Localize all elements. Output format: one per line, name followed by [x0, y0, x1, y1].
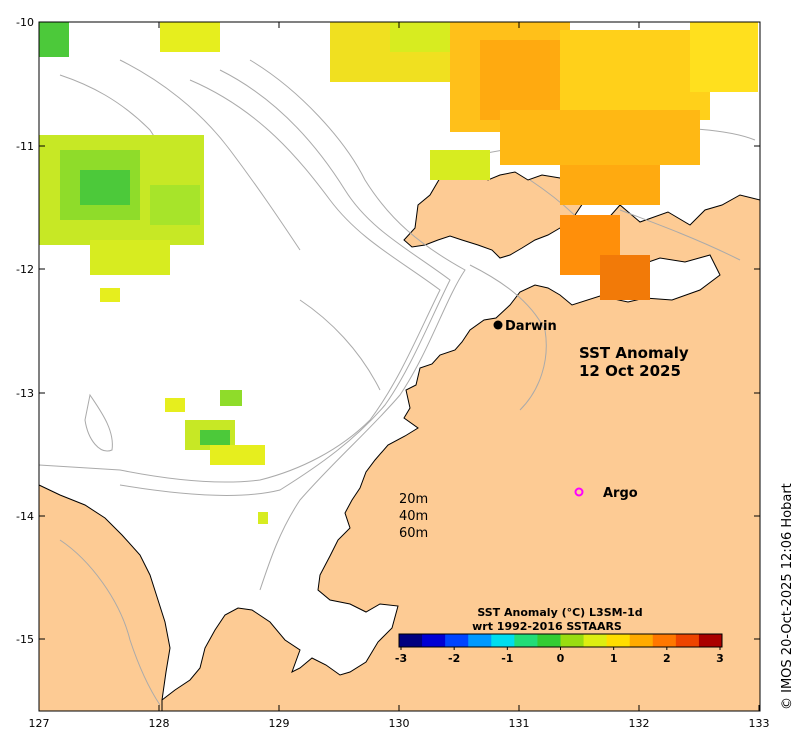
- argo-marker: [574, 487, 584, 497]
- colorbar-cell: [606, 634, 631, 647]
- y-tick-label: -13: [16, 387, 34, 400]
- x-tick-label: 130: [389, 717, 410, 730]
- argo-label: Argo: [603, 486, 638, 501]
- x-tick-label: 132: [629, 717, 650, 730]
- contour-legend: 20m 40m 60m: [399, 492, 428, 541]
- x-tick-label: 127: [29, 717, 50, 730]
- credit-text: © IMOS 20-Oct-2025 12:06 Hobart: [780, 483, 795, 710]
- colorbar-cell: [537, 634, 561, 647]
- land: [38, 164, 761, 712]
- x-axis-labels: 127 128 129 130 131 132 133: [29, 717, 770, 730]
- colorbar-cell: [698, 634, 723, 647]
- y-axis-labels: -10 -11 -12 -13 -14 -15: [16, 16, 34, 646]
- y-tick-label: -10: [16, 16, 34, 29]
- colorbar-subtitle: wrt 1992-2016 SSTAARS: [472, 620, 622, 633]
- west-land: [38, 484, 171, 712]
- colorbar-tick-label: 2: [663, 652, 671, 665]
- contour-40m-label: 40m: [399, 509, 428, 524]
- colorbar: SST Anomaly (°C) L3SM-1d wrt 1992-2016 S…: [395, 606, 724, 665]
- colorbar-gradient: [399, 634, 723, 647]
- map-date: 12 Oct 2025: [579, 362, 681, 380]
- colorbar-cell: [652, 634, 677, 647]
- x-tick-label: 133: [749, 717, 770, 730]
- colorbar-cell: [399, 634, 423, 647]
- contour-20m-label: 20m: [399, 492, 428, 507]
- map-title: SST Anomaly: [579, 344, 689, 362]
- x-tick-label: 131: [509, 717, 530, 730]
- colorbar-cell: [491, 634, 515, 647]
- y-tick-label: -12: [16, 263, 34, 276]
- colorbar-tick-label: 1: [610, 652, 618, 665]
- y-tick-label: -11: [16, 140, 34, 153]
- colorbar-cell: [422, 634, 446, 647]
- colorbar-cell: [445, 634, 469, 647]
- y-tick-label: -14: [16, 510, 34, 523]
- colorbar-tick-label: -3: [395, 652, 407, 665]
- colorbar-cell: [675, 634, 700, 647]
- x-tick-label: 128: [149, 717, 170, 730]
- sst-data-patches: [39, 22, 758, 524]
- colorbar-tick-label: 3: [716, 652, 724, 665]
- colorbar-cell: [583, 634, 608, 647]
- darwin-label: Darwin: [505, 319, 557, 334]
- darwin-marker: [493, 320, 503, 330]
- colorbar-cell: [468, 634, 492, 647]
- colorbar-cell: [514, 634, 538, 647]
- colorbar-ticks: -3 -2 -1 0 1 2 3: [395, 647, 724, 665]
- axis-ticks: [38, 22, 760, 711]
- colorbar-tick-label: -1: [501, 652, 513, 665]
- colorbar-cell: [629, 634, 654, 647]
- colorbar-cell: [560, 634, 585, 647]
- contour-60m-label: 60m: [399, 526, 428, 541]
- colorbar-title: SST Anomaly (°C) L3SM-1d: [477, 606, 642, 619]
- colorbar-tick-label: -2: [448, 652, 460, 665]
- colorbar-tick-label: 0: [557, 652, 565, 665]
- x-tick-label: 129: [269, 717, 290, 730]
- mainland: [161, 194, 761, 712]
- y-tick-label: -15: [16, 633, 34, 646]
